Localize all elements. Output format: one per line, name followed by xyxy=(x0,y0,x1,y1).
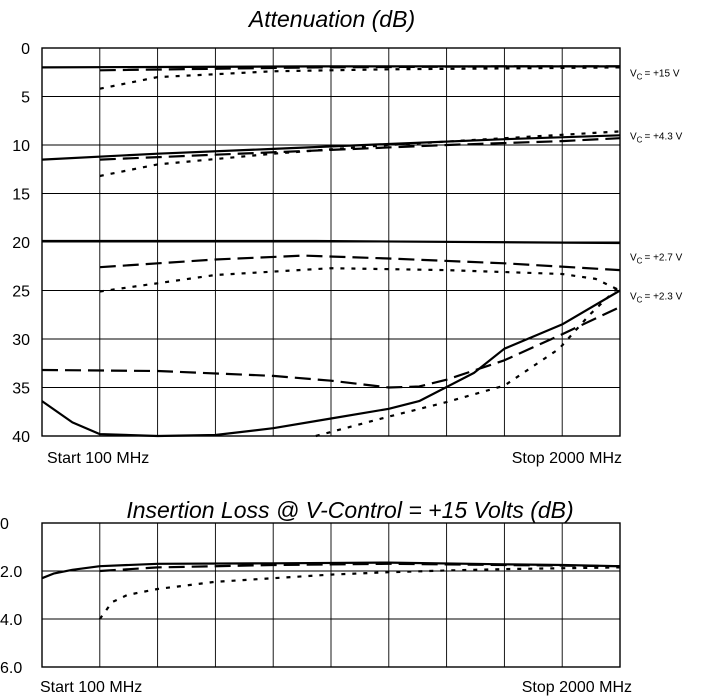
y-tick-label: 30 xyxy=(12,332,30,349)
y-tick-label: 6.0 xyxy=(0,660,22,677)
y-tick-label: 4.0 xyxy=(0,612,22,629)
curve-label: VC = +2.3 V xyxy=(630,291,683,304)
series-line-8-dashed xyxy=(99,254,621,272)
series-line-11-dashed xyxy=(41,306,621,389)
attenuation-x-start-label: Start 100 MHz xyxy=(47,450,149,467)
series-line-2-dashed xyxy=(99,65,620,72)
insertion-loss-y-axis: 0 2.0 4.0 6.0 xyxy=(0,516,22,677)
series-line-3-dotted xyxy=(98,566,621,620)
y-tick-label: 15 xyxy=(12,187,30,204)
insertion-loss-plot-frame xyxy=(41,522,621,668)
y-tick-label: 0 xyxy=(0,516,9,533)
attenuation-y-axis: 0 5 10 15 20 25 30 35 40 xyxy=(12,41,30,446)
series-line-6-dotted xyxy=(99,130,621,178)
y-tick-label: 10 xyxy=(12,138,30,155)
insertion-loss-grid xyxy=(42,523,620,667)
series-line-4-solid xyxy=(41,134,621,161)
insertion-loss-series xyxy=(41,561,621,620)
attenuation-title: Attenuation (dB) xyxy=(247,6,415,32)
series-line-7-solid xyxy=(42,239,621,245)
y-tick-label: 25 xyxy=(12,284,30,301)
y-tick-label: 40 xyxy=(12,429,30,446)
y-tick-label: 20 xyxy=(12,235,30,252)
curve-label: VC = +15 V xyxy=(630,68,680,81)
insertion-loss-x-start-label: Start 100 MHz xyxy=(40,679,142,696)
series-line-1-solid xyxy=(41,561,621,580)
series-line-3-dotted xyxy=(99,66,621,90)
y-tick-label: 0 xyxy=(21,41,30,58)
attenuation-x-stop-label: Stop 2000 MHz xyxy=(512,450,622,467)
curve-label: VC = +4.3 V xyxy=(630,131,683,144)
insertion-loss-title: Insertion Loss @ V-Control = +15 Volts (… xyxy=(126,497,573,523)
series-line-9-dotted xyxy=(99,267,621,293)
attenuation-series xyxy=(41,65,621,438)
y-tick-label: 5 xyxy=(21,90,30,107)
attenuation-chart: Attenuation (dB) 0 5 10 15 20 25 30 35 40 VC = +1… xyxy=(12,6,682,467)
insertion-loss-x-stop-label: Stop 2000 MHz xyxy=(522,679,632,696)
curve-label: VC = +2.7 V xyxy=(630,253,683,266)
attenuation-plot-frame xyxy=(41,47,621,437)
series-line-10-solid xyxy=(41,289,621,438)
series-line-5-dashed xyxy=(99,137,621,161)
attenuation-curve-labels: VC = +15 V VC = +4.3 V VC = +2.7 V VC = +2.3 V xyxy=(630,68,683,304)
y-tick-label: 2.0 xyxy=(0,564,22,581)
series-line-2-dashed xyxy=(99,562,621,573)
insertion-loss-chart: Insertion Loss @ V-Control = +15 Volts (… xyxy=(0,497,632,696)
y-tick-label: 35 xyxy=(12,381,30,398)
